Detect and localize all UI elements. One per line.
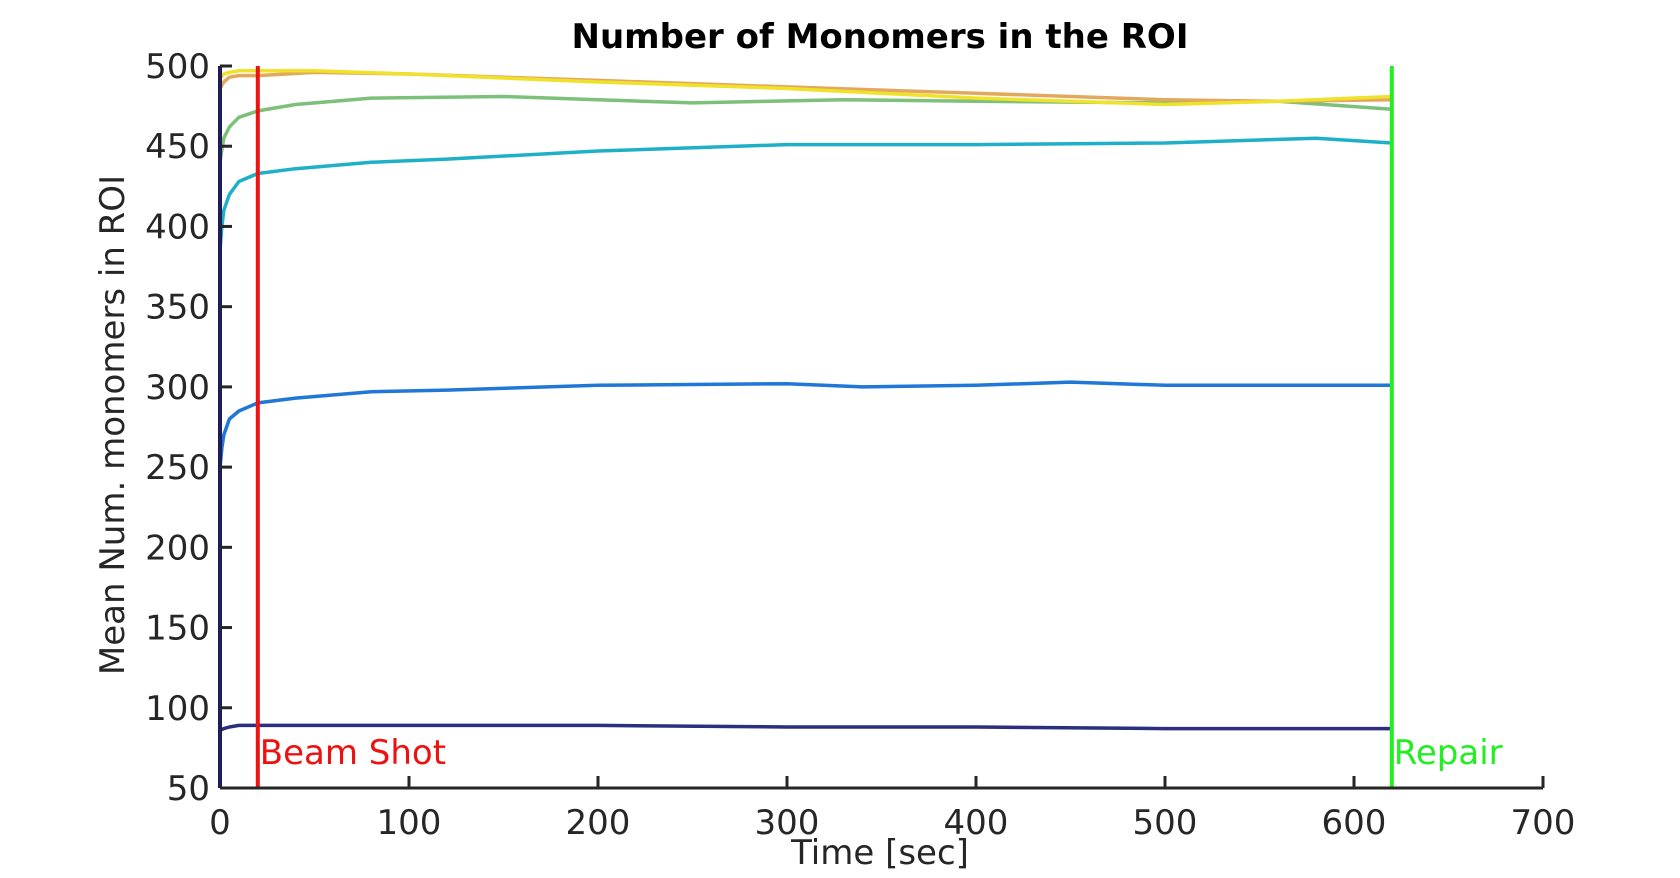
x-axis-label: Time [sec] (790, 833, 969, 873)
y-tick-label-3: 200 (145, 528, 210, 568)
series-line-3 (218, 136, 1392, 251)
y-tick-label-7: 400 (145, 207, 210, 247)
event-label-3: Repair (1394, 733, 1503, 773)
chart-title: Number of Monomers in the ROI (572, 17, 1189, 57)
y-tick-label-4: 250 (145, 448, 210, 488)
y-tick-label-5: 300 (145, 368, 210, 408)
series-line-4 (218, 94, 1392, 163)
x-tick-label-6: 600 (1322, 803, 1387, 843)
y-tick-label-1: 100 (145, 689, 210, 729)
y-axis-label: Mean Num. monomers in ROI (93, 175, 133, 675)
event-label-2: Beam Shot (260, 733, 446, 773)
y-tick-label-8: 450 (145, 127, 210, 167)
series-line-6 (218, 69, 1392, 107)
x-tick-label-5: 500 (1133, 803, 1198, 843)
x-tick-label-7: 700 (1511, 803, 1576, 843)
axes: 0 100 200 300 400 500 600 700 50 100 150 200 250 300 3… (145, 47, 1575, 843)
y-tick-label-0: 50 (167, 769, 210, 809)
x-tick-label-4: 400 (944, 803, 1009, 843)
series-line-1 (219, 723, 1392, 732)
annotation-layer: Beam Shot Repair (218, 66, 1503, 788)
series-line-2 (218, 380, 1392, 468)
y-tick-label-2: 150 (145, 609, 210, 649)
x-tick-label-1: 100 (377, 803, 442, 843)
x-tick-label-0: 0 (209, 803, 231, 843)
y-tick-label-9: 500 (145, 47, 210, 87)
y-tick-label-6: 350 (145, 288, 210, 328)
series-layer (218, 69, 1392, 732)
x-tick-label-3: 300 (755, 803, 820, 843)
x-tick-label-2: 200 (566, 803, 631, 843)
